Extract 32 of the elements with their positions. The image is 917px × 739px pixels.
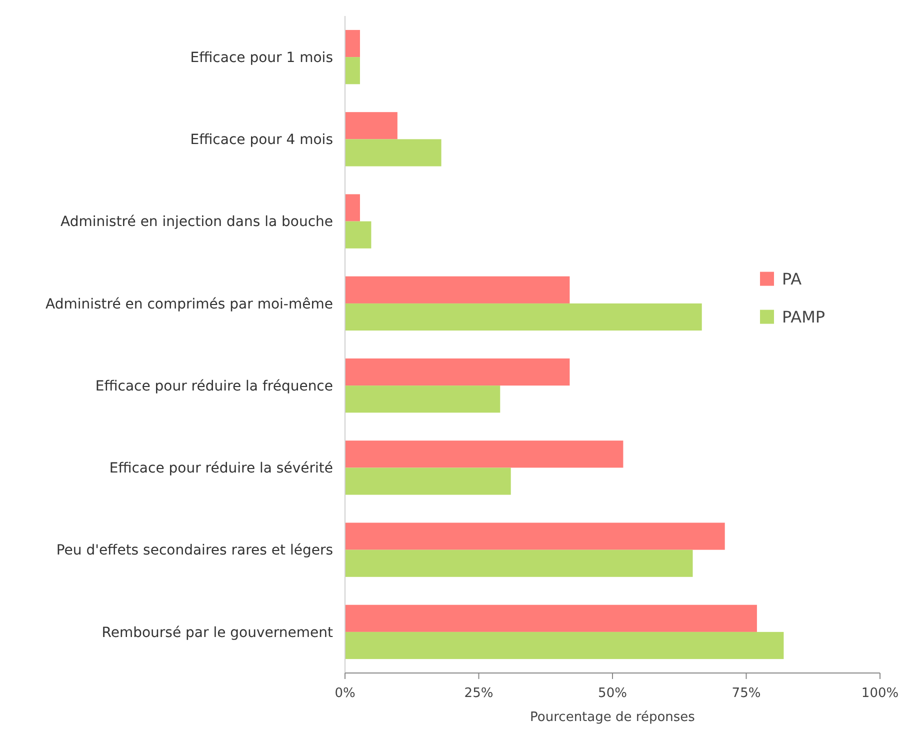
- legend-label: PA: [782, 269, 802, 288]
- y-tick-label: Efficace pour réduire la fréquence: [95, 378, 333, 394]
- x-tick-label: 50%: [598, 686, 627, 701]
- bar: [345, 112, 398, 140]
- y-tick-label: Administré en injection dans la bouche: [60, 214, 333, 230]
- x-tick-label: 75%: [732, 686, 761, 701]
- x-tick-label: 0%: [334, 686, 356, 701]
- y-tick-label: Remboursé par le gouvernement: [102, 624, 334, 641]
- bar: [345, 440, 624, 468]
- bar: [345, 57, 360, 84]
- legend-label: PAMP: [782, 307, 826, 326]
- y-tick-label: Efficace pour 1 mois: [190, 50, 333, 66]
- bar: [345, 550, 693, 577]
- bar: [345, 604, 757, 632]
- bar: [345, 303, 702, 331]
- x-tick-label: 25%: [464, 686, 494, 701]
- bar: [345, 358, 570, 386]
- y-tick-label: Efficace pour 4 mois: [190, 132, 333, 148]
- bar: [345, 468, 511, 495]
- bar: [345, 139, 442, 166]
- bar: [345, 30, 360, 58]
- y-tick-label: Efficace pour réduire la sévérité: [109, 460, 333, 477]
- bar: [345, 221, 372, 248]
- bar: [345, 276, 570, 304]
- x-tick-label: 100%: [861, 686, 899, 701]
- bar: [345, 386, 500, 413]
- x-axis-title: Pourcentage de réponses: [530, 710, 696, 725]
- bar: [345, 522, 725, 550]
- y-tick-label: Administré en comprimés par moi-même: [46, 296, 333, 312]
- bar: [345, 194, 360, 222]
- y-tick-label: Peu d'effets secondaires rares et légers: [56, 542, 333, 559]
- bar: [345, 632, 784, 660]
